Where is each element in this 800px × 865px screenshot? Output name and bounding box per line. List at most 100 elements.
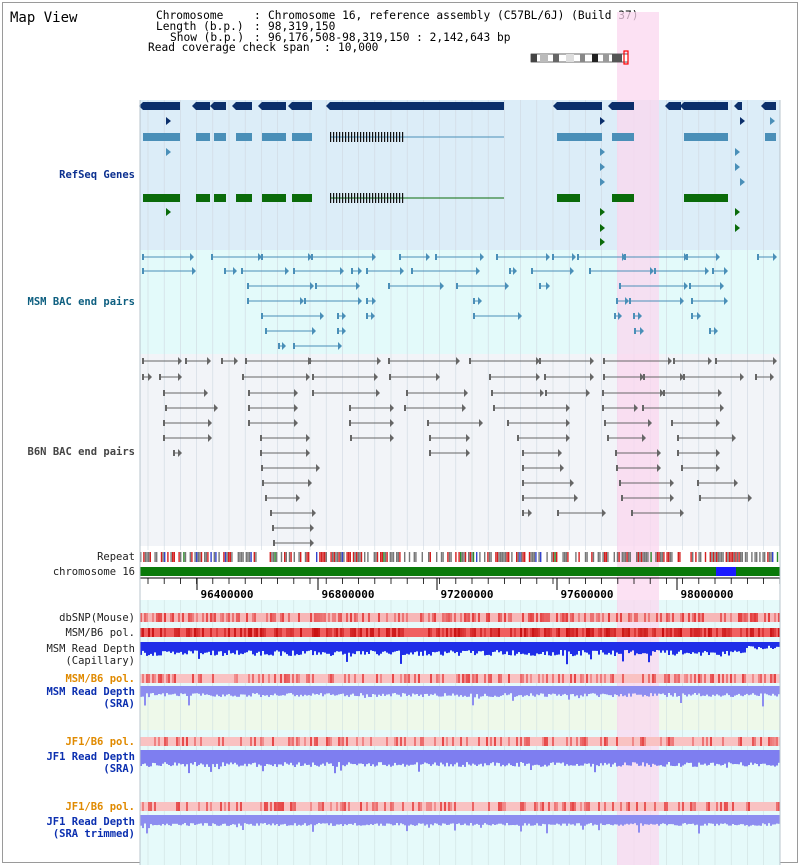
jf1-b6-pol-track-cell [722,737,724,746]
b6n-bac-pair-end [207,357,211,365]
jf1-depth-trim-bar [530,815,532,826]
msm-bac-pair-end [589,268,591,274]
msm-b6-pol-sra-track-cell [298,674,300,683]
jf1-depth-trim-bar [602,815,604,825]
chromosome-label-track: chromosome 16 [52,566,135,578]
msm-depth-sra-bar [292,686,294,695]
jf1-depth-trim-bar [302,815,304,825]
msm-depth-cap-label[interactable]: MSM Read Depth [46,643,135,655]
repeat-feature [306,552,308,562]
jf1-b6-pol-trim-track-cell [778,802,780,811]
msm-depth-sra-bar [698,686,700,694]
msm-depth-sra-bar [578,686,580,699]
b6n-bac-pair-end [668,357,672,365]
msm-depth-sra-bar [442,686,444,697]
dbsnp-track-cell [272,613,274,622]
jf1-depth-sra-bar [492,750,494,763]
jf1-depth-sra-bar [738,750,740,765]
msm-bac-pair-end [372,297,376,305]
msm-b6-pol-track-cell [634,628,636,637]
jf1-depth-trim-bar [194,815,196,825]
repeat-feature [399,552,401,562]
b6n-bac-pair-end [248,405,250,411]
jf1-depth-sra-bar [264,750,266,766]
msm-depth-cap-bar [232,642,234,653]
jf1-b6-pol-track-cell [250,737,252,746]
msm-b6-pol-track-cell [342,628,344,637]
msm-depth-cap-bar [322,642,324,653]
repeat-feature [255,552,257,562]
msm-depth-cap-bar [664,642,666,653]
dbsnp-label[interactable]: dbSNP(Mouse) [59,612,135,624]
b6n-bac-pair-end [404,405,406,411]
jf1-b6-pol-track-cell [326,737,328,746]
msm-b6-pol-track-cell [548,628,550,637]
msm-depth-sra-bar [436,686,438,696]
msm-b6-pol-track-cell [248,628,250,637]
jf1-depth-sra-bar [250,750,252,765]
msm-depth-sra-bar [498,686,500,697]
msm-b6-pol-sra-track-cell [600,674,602,683]
jf1-b6-pol-trim-label[interactable]: JF1/B6 pol. [65,801,135,813]
msm-depth-cap-bar [370,642,372,651]
jf1-depth-sra-bar [376,750,378,766]
dbsnp-track-cell [740,613,742,622]
msm-b6-pol-track-cell [662,628,664,637]
dbsnp-track-cell [508,613,510,622]
jf1-depth-sra-bar [468,750,470,765]
msm-depth-cap-bar [172,642,174,652]
b6n-bac-pair-end [602,509,606,517]
jf1-depth-trim-bar [214,815,216,825]
jf1-depth-sra-bar [656,750,658,766]
msm-depth-sra-bar [180,686,182,694]
msm-b6-pol-track-cell [288,628,290,637]
msm-depth-sra-bar [616,686,618,695]
msm-depth-sra-bar [302,686,304,697]
jf1-depth-sra-bar [770,750,772,766]
jf1-depth-trim-bar [234,815,236,825]
jf1-depth-sra-bar [302,750,304,766]
msm-b6-pol-track-cell [446,628,448,637]
jf1-b6-pol-track-cell [288,737,290,746]
refseq-genes-label[interactable]: RefSeq Genes [59,169,135,181]
msm-depth-sra-label[interactable]: MSM Read Depth [46,686,135,698]
jf1-b6-pol-track-cell [600,737,602,746]
msm-depth-cap-bar [312,642,314,656]
msm-bac-label[interactable]: MSM BAC end pairs [27,296,135,308]
msm-bac-pair-end [440,282,444,290]
jf1-depth-sra-label[interactable]: JF1 Read Depth [46,751,135,763]
msm-b6-pol-track-cell [708,628,710,637]
jf1-b6-pol-trim-track-cell [148,802,150,811]
jf1-b6-pol-track-cell [460,737,462,746]
msm-b6-pol-sra-track-cell [468,674,470,683]
msm-bac-pair-end [342,327,346,335]
msm-depth-cap-bar [650,642,652,656]
msm-b6-pol-track-cell [462,628,464,637]
jf1-depth-sra-bar [188,750,190,774]
jf1-depth-trim-bar [676,815,678,826]
repeat-feature [533,552,535,562]
jf1-depth-trim-bar [352,815,354,825]
b6n-bac-pair-end [294,419,298,427]
jf1-depth-trim-bar [556,815,558,824]
jf1-b6-pol-track-cell [218,737,220,746]
msm-b6-pol-sra-label[interactable]: MSM/B6 pol. [65,673,135,685]
repeat-feature [461,552,463,562]
b6n-bac-label[interactable]: B6N BAC end pairs [27,446,135,458]
jf1-depth-trim-label[interactable]: JF1 Read Depth [46,816,135,828]
jf1-depth-sra-bar [772,750,774,766]
msm-depth-sra-bar [372,686,374,694]
repeat-feature [746,552,748,562]
msm-b6-pol-track-cell [442,628,444,637]
jf1-depth-sra-bar [446,750,448,763]
dbsnp-track-cell [636,613,638,622]
msm-b6-pol-label[interactable]: MSM/B6 pol. [65,627,135,639]
msm-bac-pair-end [247,283,249,289]
jf1-b6-pol-label[interactable]: JF1/B6 pol. [65,736,135,748]
b6n-bac-pair-end [680,509,684,517]
jf1-depth-trim-bar [218,815,220,826]
exon-tick [378,132,380,142]
jf1-depth-trim-bar [452,815,454,824]
b6n-bac-pair-end [570,479,574,487]
